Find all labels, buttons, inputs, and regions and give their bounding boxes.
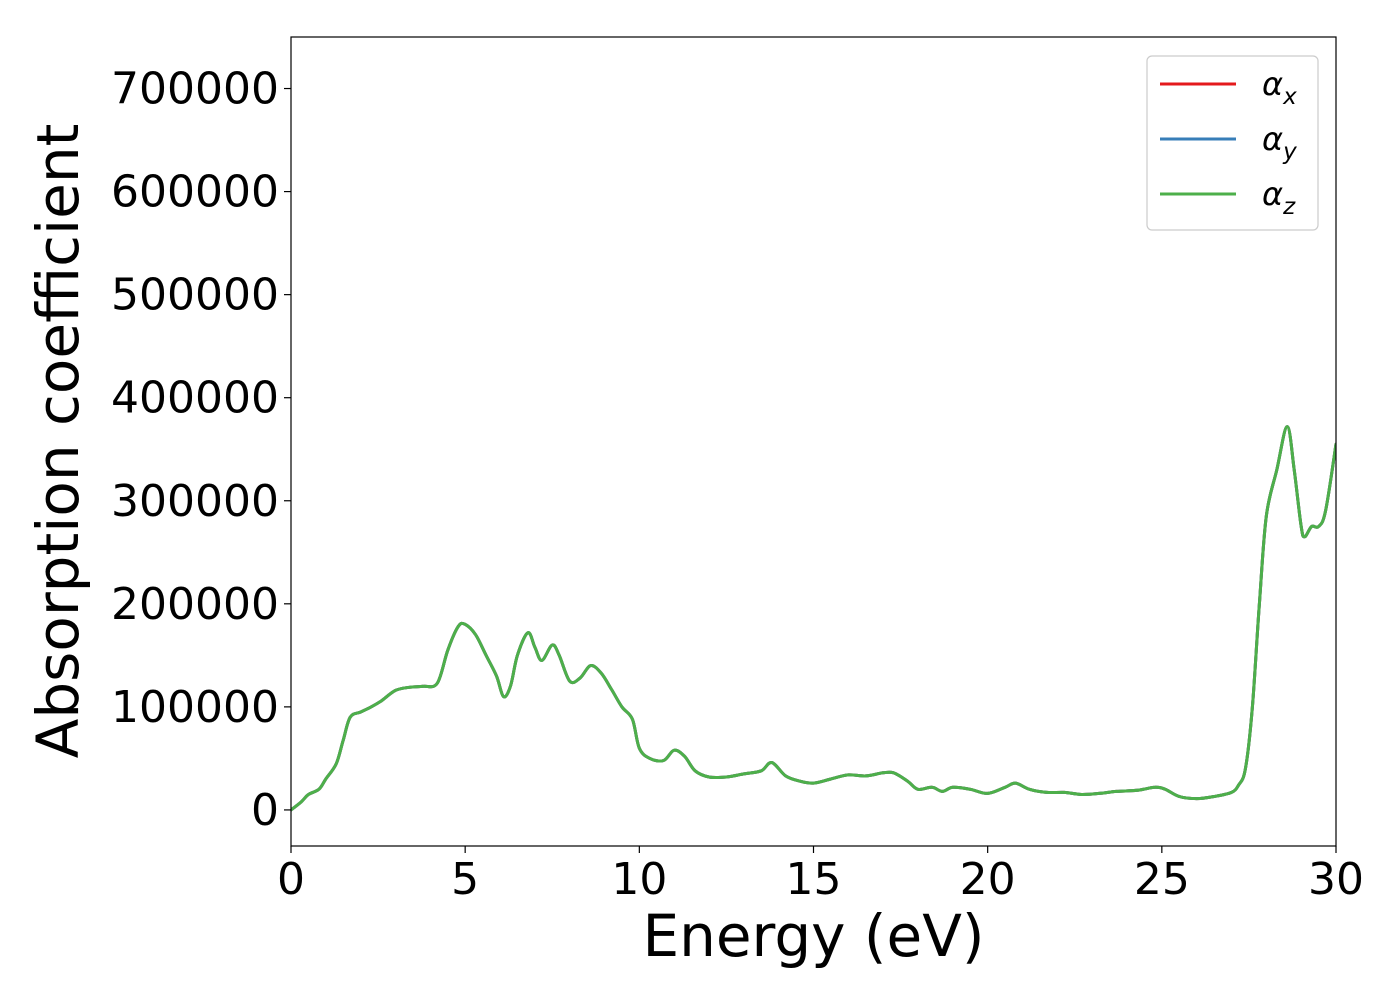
x-tick-label: 15 xyxy=(786,854,842,905)
y-tick-label: 200000 xyxy=(111,579,279,630)
legend-label-x: αx xyxy=(1262,65,1297,110)
y-tick-label: 600000 xyxy=(111,167,279,218)
y-tick-label: 400000 xyxy=(111,373,279,424)
y-axis-title: Absorption coefficient xyxy=(24,124,92,759)
legend-label-main: α xyxy=(1262,65,1283,103)
y-tick-label: 300000 xyxy=(111,476,279,527)
x-tick-label: 30 xyxy=(1308,854,1364,905)
y-axis: 0 100000 200000 300000 400000 500000 600000 700… xyxy=(111,64,291,836)
legend-label-y: αy xyxy=(1262,120,1297,165)
series-line-y xyxy=(291,425,1336,812)
legend-label-main: α xyxy=(1262,175,1283,213)
legend-label-subscript: x xyxy=(1282,84,1297,110)
y-tick-label: 100000 xyxy=(111,682,279,733)
y-tick-label: 700000 xyxy=(111,64,279,115)
legend-label-main: α xyxy=(1262,120,1283,158)
x-tick-label: 20 xyxy=(960,854,1016,905)
x-tick-label: 10 xyxy=(611,854,667,905)
x-tick-label: 5 xyxy=(451,854,479,905)
legend-label-subscript: z xyxy=(1282,194,1296,220)
series-line-x xyxy=(291,425,1336,812)
x-axis: 0 5 10 15 20 25 30 xyxy=(277,846,1364,905)
y-tick-label: 0 xyxy=(251,785,279,836)
x-tick-label: 0 xyxy=(277,854,305,905)
legend-box xyxy=(1146,55,1319,231)
legend-label-z: αz xyxy=(1262,175,1296,220)
series-layer xyxy=(291,425,1336,812)
legend-label-subscript: y xyxy=(1282,139,1297,165)
x-axis-title: Energy (eV) xyxy=(642,902,984,970)
y-tick-label: 500000 xyxy=(111,270,279,321)
series-line-z xyxy=(291,425,1336,812)
x-tick-label: 25 xyxy=(1134,854,1190,905)
